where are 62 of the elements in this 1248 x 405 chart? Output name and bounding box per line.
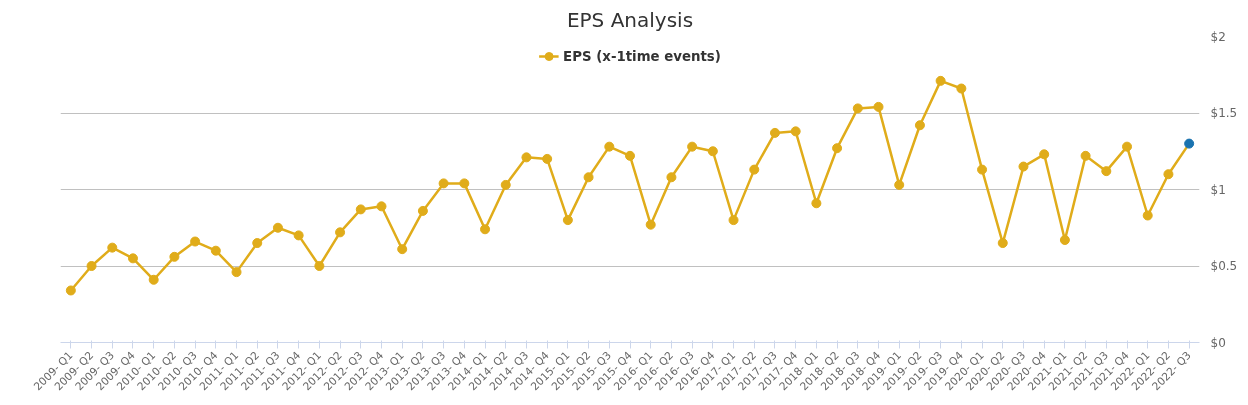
point [956, 83, 967, 94]
point [997, 238, 1008, 249]
point [1142, 210, 1153, 221]
point [376, 201, 387, 212]
point [873, 101, 884, 112]
y-tick-label: $0 [1210, 335, 1226, 350]
point [65, 285, 76, 296]
y-tick-label: $0.5 [1210, 259, 1238, 273]
point [666, 172, 677, 183]
legend-label: EPS (x-1time events) [563, 48, 721, 64]
point [728, 215, 739, 226]
y-tick-label: $1 [1210, 182, 1226, 197]
point [852, 103, 863, 114]
point [811, 198, 822, 209]
point [190, 236, 201, 247]
point [355, 204, 366, 215]
point [625, 150, 635, 161]
point [127, 253, 138, 264]
point [169, 251, 180, 262]
point [500, 179, 511, 190]
point [480, 224, 491, 235]
point [583, 172, 594, 183]
point [335, 227, 346, 238]
point [210, 245, 221, 256]
point [438, 178, 449, 189]
point [1059, 235, 1070, 245]
point [562, 215, 573, 226]
point [252, 238, 263, 249]
point [293, 230, 304, 241]
point [1122, 141, 1133, 152]
y-tick-label: $2 [1210, 29, 1226, 44]
point [1184, 138, 1195, 149]
point [86, 261, 97, 271]
point [1163, 169, 1174, 180]
point [604, 141, 615, 152]
point [272, 222, 283, 233]
point [542, 153, 553, 164]
point [687, 141, 698, 152]
point [148, 274, 159, 285]
point [1080, 150, 1091, 161]
point [107, 242, 118, 253]
point [769, 127, 780, 138]
point [397, 244, 408, 255]
point [645, 219, 656, 230]
point [707, 146, 718, 157]
point [459, 178, 470, 189]
point [1101, 166, 1112, 177]
point [314, 261, 325, 271]
point [1018, 161, 1029, 172]
point [832, 143, 843, 154]
y-tick-label: $1.5 [1210, 106, 1238, 120]
chart-title: EPS Analysis [566, 7, 694, 32]
point [914, 120, 925, 131]
point [231, 267, 242, 278]
point [977, 164, 988, 175]
point [935, 75, 946, 86]
point [521, 152, 532, 163]
point [749, 164, 760, 175]
point [894, 179, 905, 190]
point [1039, 149, 1050, 160]
point [417, 205, 428, 216]
point [790, 126, 801, 137]
